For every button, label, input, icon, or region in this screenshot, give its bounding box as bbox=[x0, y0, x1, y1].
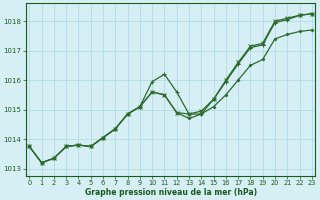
X-axis label: Graphe pression niveau de la mer (hPa): Graphe pression niveau de la mer (hPa) bbox=[84, 188, 257, 197]
